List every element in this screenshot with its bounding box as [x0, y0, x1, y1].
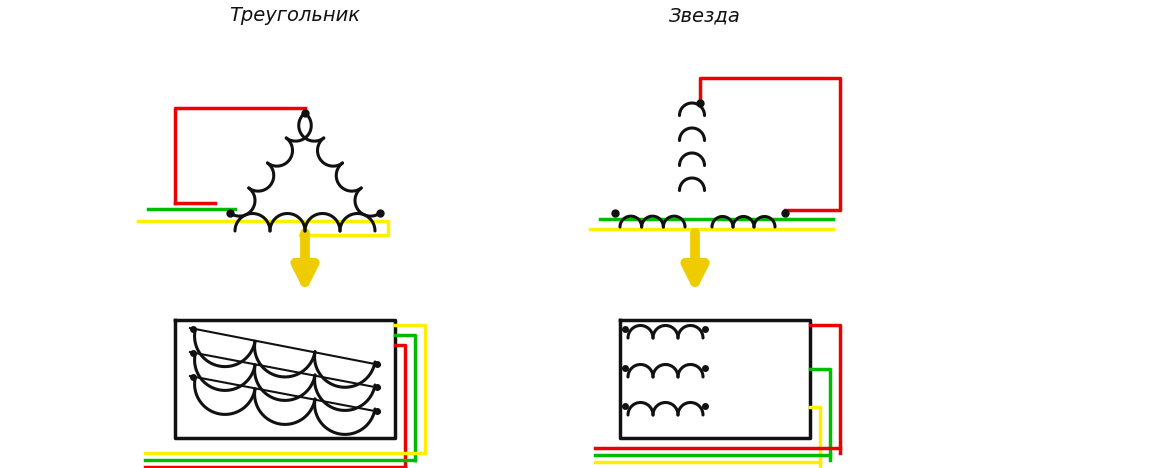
Text: Звезда: Звезда [669, 6, 741, 25]
Text: Треугольник: Треугольник [229, 6, 360, 25]
